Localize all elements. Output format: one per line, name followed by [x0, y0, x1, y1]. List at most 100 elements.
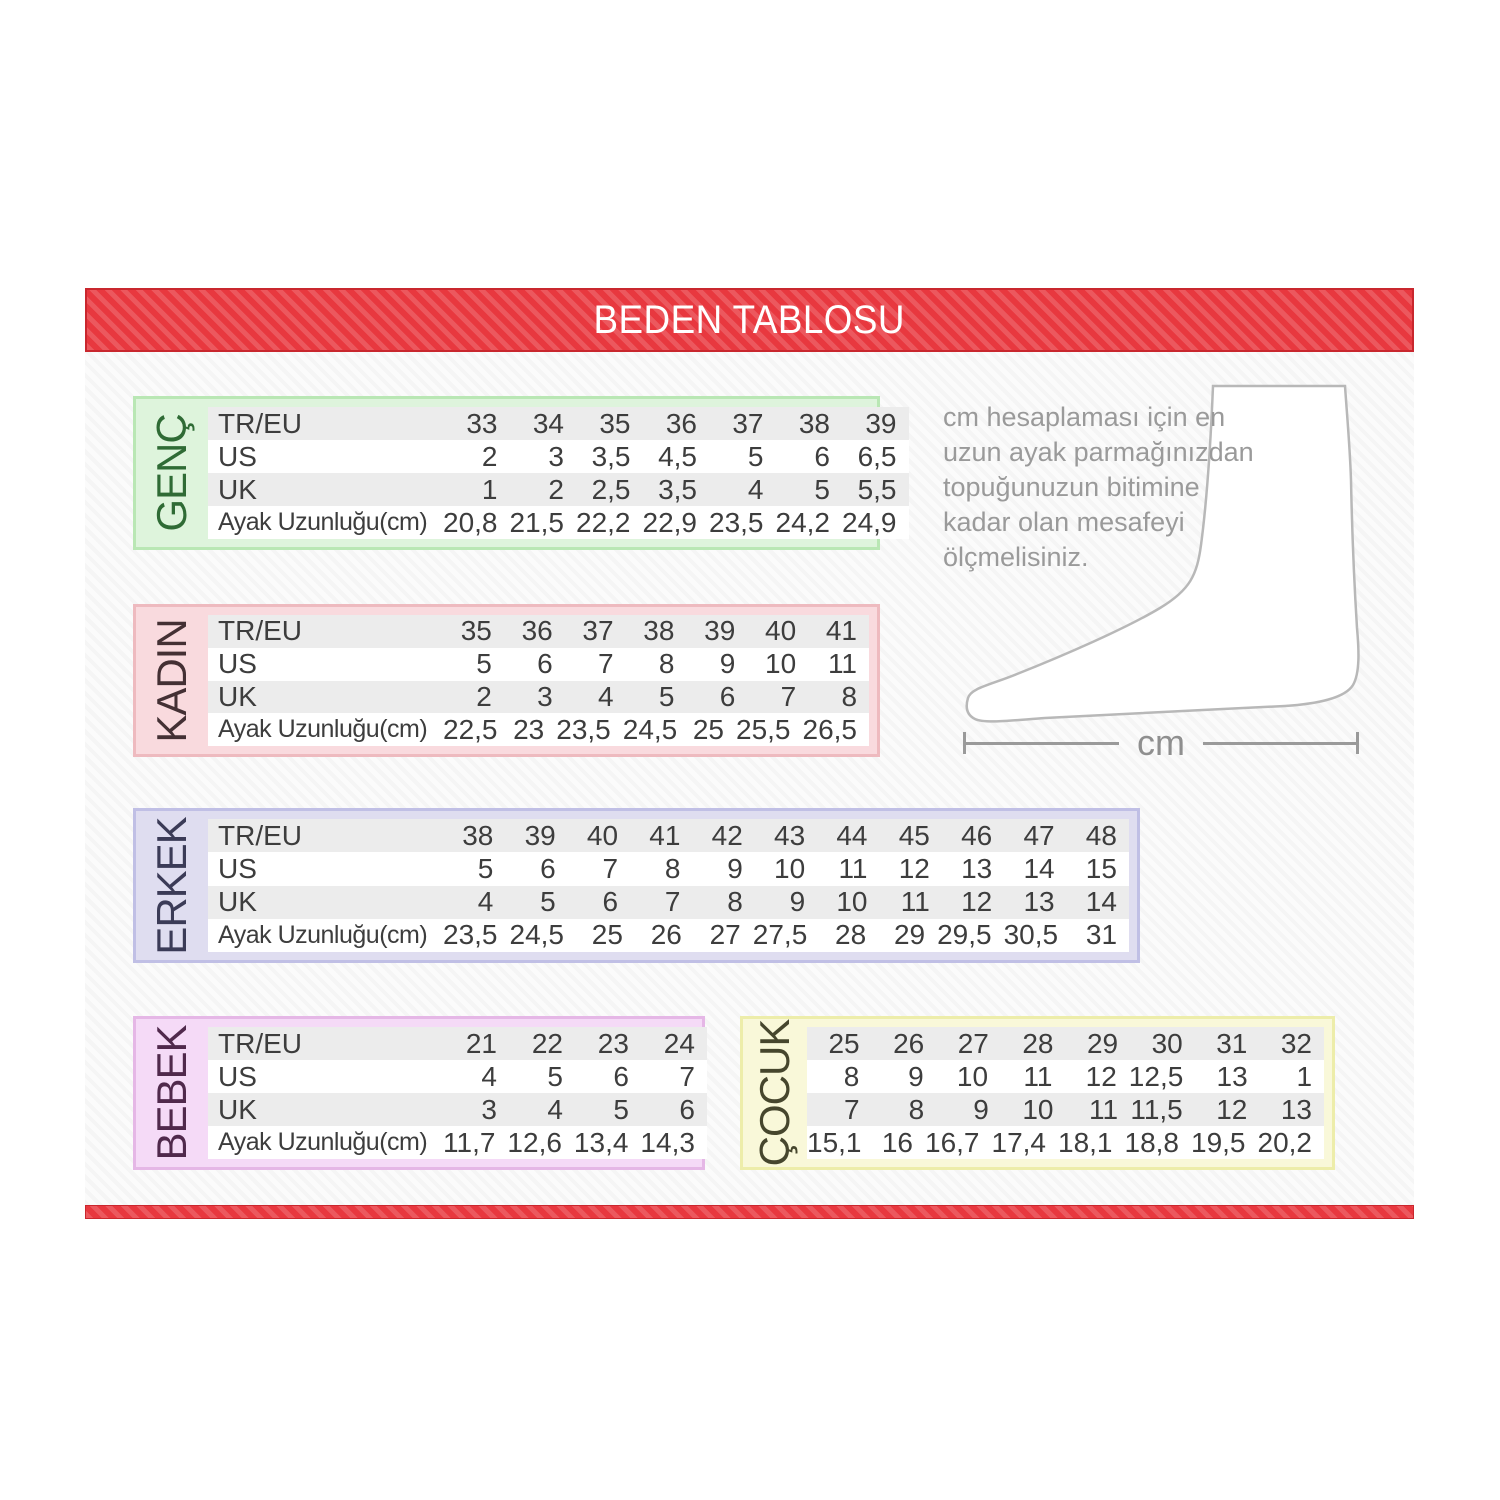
size-cell: 3,5 — [658, 473, 697, 505]
table-row: US 5 6 7 8 9 10 11 12 13 14 15 — [208, 852, 1129, 886]
size-cell: 27 — [957, 1027, 989, 1059]
row-label: US — [218, 648, 257, 680]
header-banner: BEDEN TABLOSU — [85, 288, 1414, 352]
size-cell: 12 — [898, 852, 930, 884]
table-row: US 5 6 7 8 9 10 11 — [208, 647, 869, 681]
size-cell: 29 — [1086, 1027, 1119, 1059]
size-cell: 8 — [664, 852, 681, 884]
table-row: Ayak Uzunluğu(cm) 11,7 12,6 13,4 14,3 — [208, 1126, 707, 1159]
size-cell: 10 — [774, 852, 806, 884]
size-cell: 5 — [658, 680, 675, 712]
size-cell: 12 — [1216, 1093, 1248, 1125]
size-cell: 7 — [598, 648, 614, 680]
table-row: Ayak Uzunluğu(cm) 22,5 23 23,5 24,5 25 25,5 26,… — [208, 713, 869, 746]
row-label: UK — [218, 886, 257, 918]
size-cell: 37 — [582, 615, 614, 647]
size-cell: 11 — [827, 648, 858, 680]
size-cell: 3 — [548, 440, 564, 472]
size-cell: 4 — [598, 680, 614, 712]
size-cell: 11 — [1089, 1093, 1119, 1125]
size-cell: 2 — [548, 473, 564, 505]
size-cell: 9 — [727, 852, 743, 884]
size-cell: 43 — [774, 819, 806, 851]
size-cell: 48 — [1085, 819, 1117, 851]
size-cell: 4,5 — [658, 440, 697, 472]
size-cell: 8 — [727, 886, 743, 918]
measure-left-tick — [963, 732, 966, 754]
size-cell: 24,5 — [509, 919, 565, 951]
size-cell: 35 — [599, 407, 631, 439]
row-label: Ayak Uzunluğu(cm) — [218, 1128, 428, 1156]
size-table-genc-grid: TR/EU 33 34 35 36 37 38 39 US 2 3 3,5 4,5 5 6 6,5 UK 1 2 2,… — [208, 407, 909, 539]
size-cell: 5 — [476, 648, 492, 680]
size-cell: 33 — [466, 407, 498, 439]
size-cell: 5 — [747, 440, 764, 472]
size-cell: 44 — [836, 819, 868, 851]
size-cell: 27,5 — [752, 919, 808, 951]
size-cell: 7 — [679, 1060, 695, 1092]
size-cell: 7 — [780, 680, 797, 712]
size-cell: 6 — [679, 1093, 695, 1125]
table-row: 15,1 16 16,7 17,4 18,1 18,8 19,5 20,2 — [807, 1126, 1324, 1159]
row-label: UK — [218, 680, 257, 712]
size-cell: 32 — [1280, 1027, 1312, 1059]
size-cell: 24,9 — [842, 506, 897, 538]
table-row: TR/EU 38 39 40 41 42 43 44 45 46 47 48 — [208, 819, 1129, 853]
size-cell: 4 — [477, 886, 494, 918]
size-cell: 11,5 — [1130, 1093, 1183, 1125]
size-cell: 38 — [798, 407, 830, 439]
size-cell: 35 — [460, 615, 492, 647]
size-cell: 5 — [477, 852, 494, 884]
row-label: TR/EU — [218, 615, 302, 647]
size-cell: 31 — [1216, 1027, 1248, 1059]
size-cell: 23 — [597, 1027, 629, 1059]
page-title: BEDEN TABLOSU — [593, 298, 906, 342]
size-cell: 14 — [1085, 886, 1117, 918]
size-cell: 28 — [835, 919, 867, 951]
size-cell: 1 — [481, 473, 498, 505]
size-cell: 6 — [613, 1060, 629, 1092]
size-cell: 23,5 — [443, 919, 498, 951]
size-cell: 4 — [547, 1093, 563, 1125]
cm-unit-label: cm — [1137, 722, 1185, 763]
size-cell: 6 — [719, 680, 736, 712]
size-cell: 8 — [658, 648, 675, 680]
size-cell: 30 — [1151, 1027, 1183, 1059]
row-label: US — [218, 1060, 257, 1092]
size-cell: 2 — [476, 680, 492, 712]
cm-measurement-line: cm — [963, 722, 1359, 763]
size-cell: 39 — [865, 407, 897, 439]
size-cell: 26 — [650, 919, 682, 951]
size-table-genc-label: GENÇ — [148, 414, 195, 532]
size-cell: 9 — [908, 1060, 924, 1092]
size-cell: 31 — [1085, 919, 1118, 951]
size-cell: 15 — [1085, 852, 1117, 884]
size-cell: 41 — [825, 615, 858, 647]
size-cell: 11 — [1023, 1060, 1053, 1092]
size-cell: 13 — [1216, 1060, 1248, 1092]
table-row: US 4 5 6 7 — [208, 1060, 707, 1093]
table-row: Ayak Uzunluğu(cm) 23,5 24,5 25 26 27 27,5 28 29 2… — [208, 918, 1129, 952]
size-cell: 16,7 — [925, 1126, 980, 1158]
size-cell: 7 — [602, 852, 619, 884]
size-cell: 4 — [481, 1060, 497, 1092]
size-cell: 29 — [893, 919, 926, 951]
size-cell: 2,5 — [591, 473, 631, 505]
size-cell: 27 — [709, 919, 741, 951]
size-cell: 5 — [540, 886, 556, 918]
row-label: Ayak Uzunluğu(cm) — [218, 920, 428, 949]
size-cell: 10 — [956, 1060, 989, 1092]
size-cell: 18,1 — [1058, 1126, 1113, 1158]
size-cell: 18,8 — [1124, 1126, 1180, 1158]
size-cell: 22,9 — [642, 506, 698, 538]
size-cell: 5 — [613, 1093, 629, 1125]
table-row: TR/EU 21 22 23 24 — [208, 1027, 707, 1060]
size-cell: 7 — [844, 1093, 860, 1125]
size-cell: 47 — [1023, 819, 1055, 851]
size-table-cocuk-label: ÇOCUK — [751, 1019, 798, 1167]
size-cell: 38 — [643, 615, 675, 647]
size-cell: 11,7 — [443, 1126, 496, 1158]
table-row: UK 1 2 2,5 3,5 4 5 5,5 — [208, 473, 909, 506]
size-cell: 12,5 — [1128, 1060, 1184, 1092]
